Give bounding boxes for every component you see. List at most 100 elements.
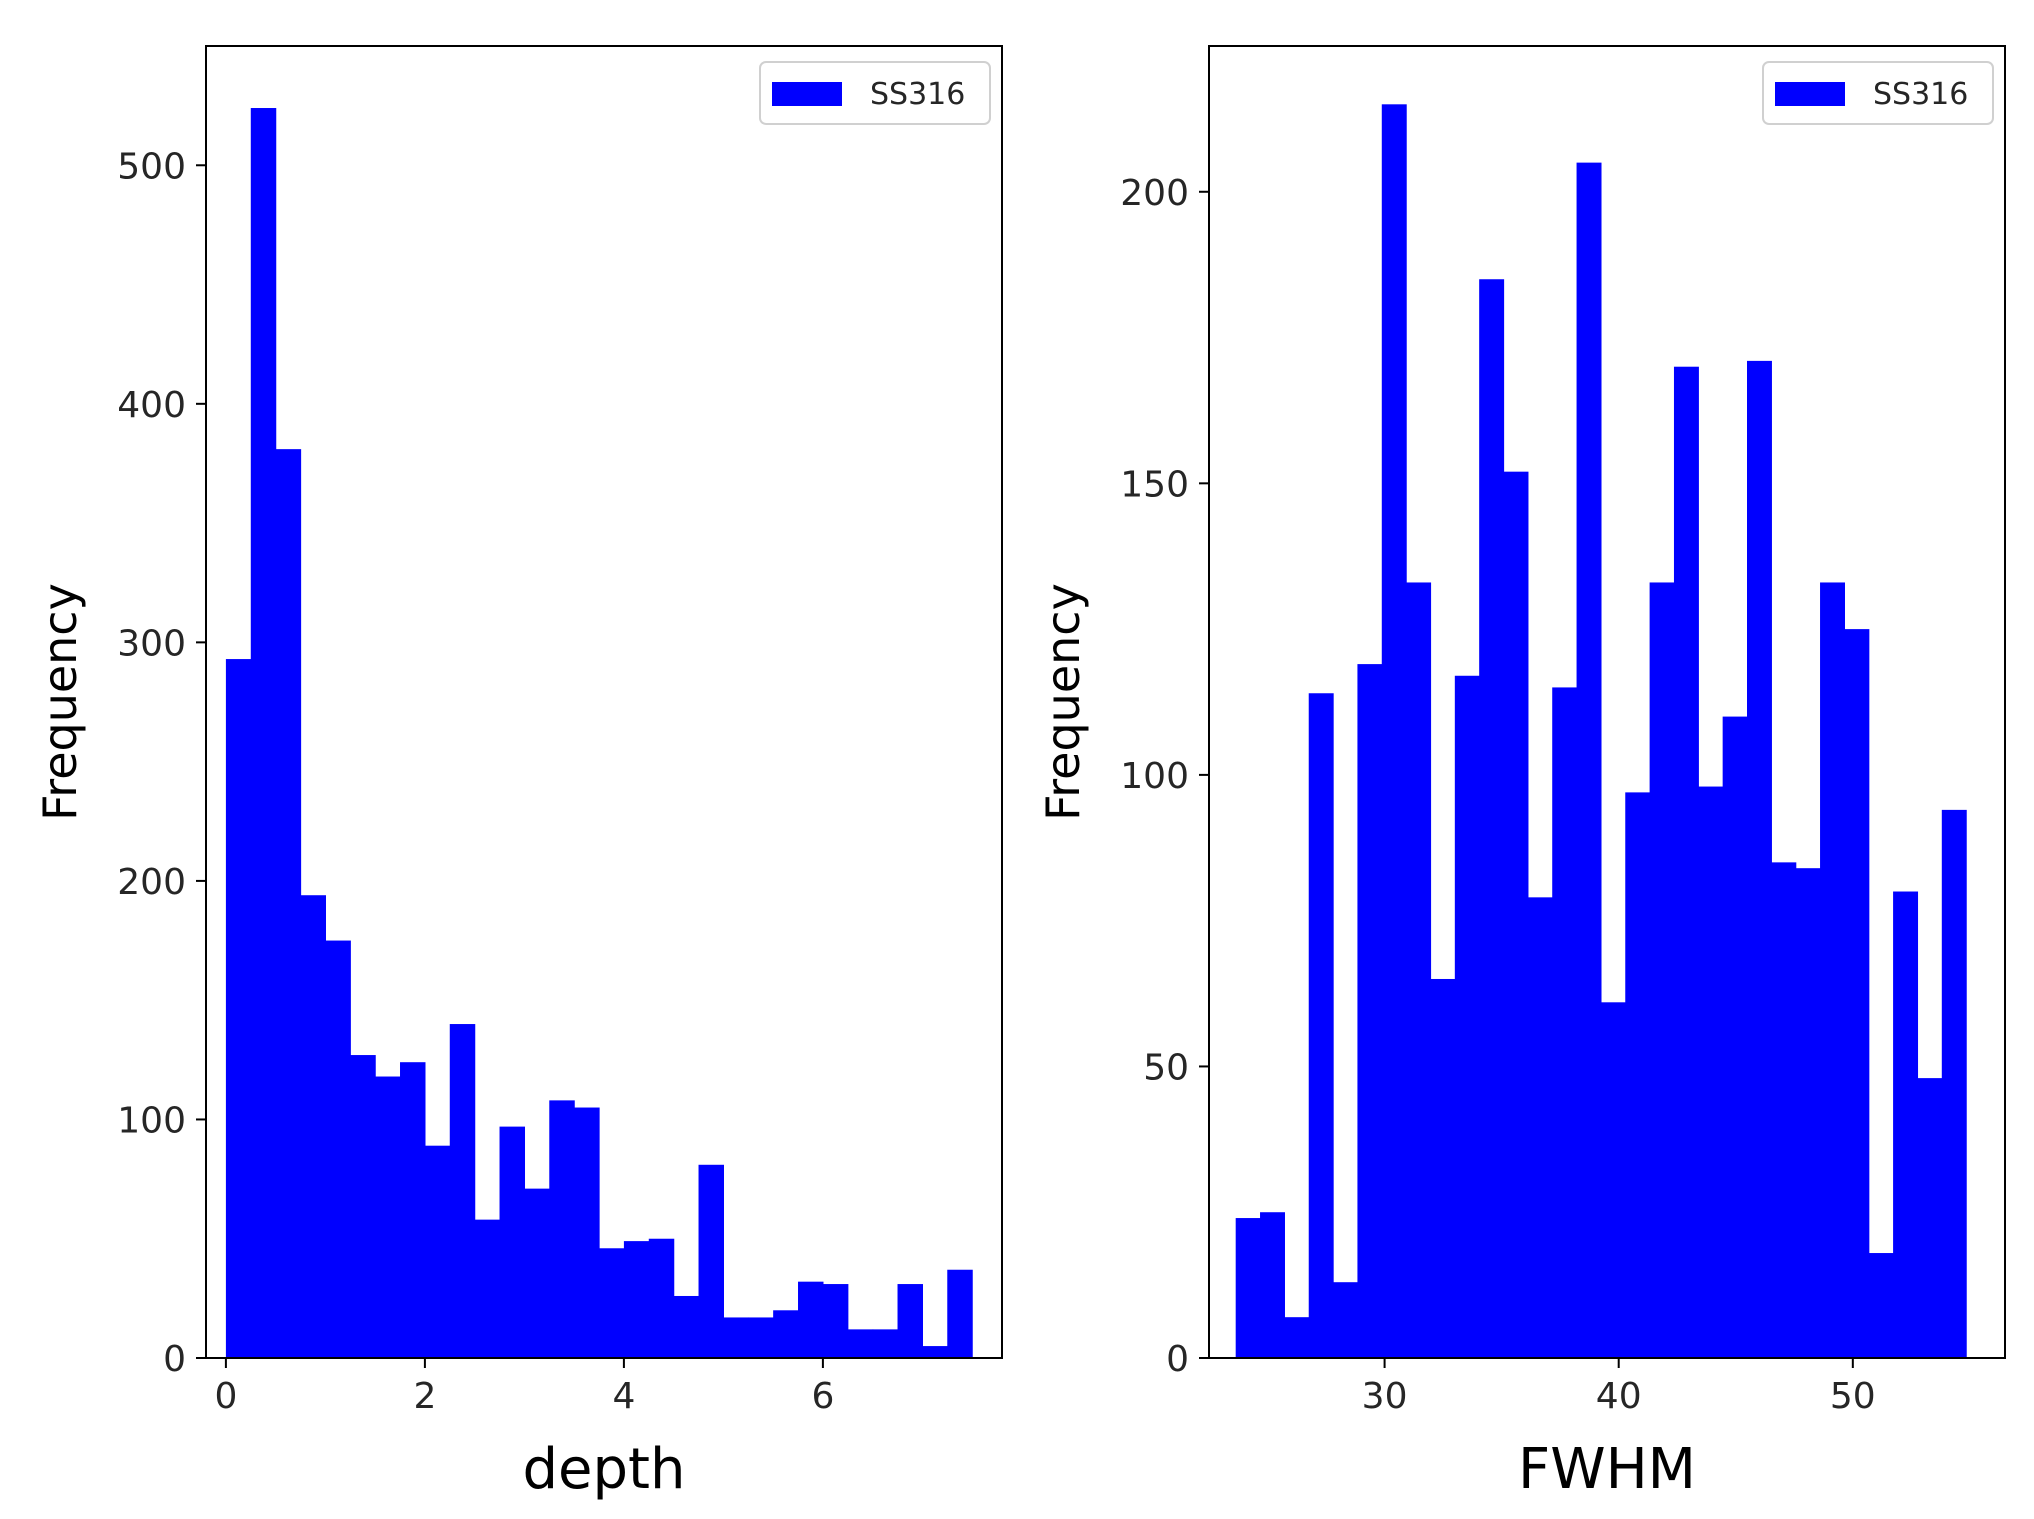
fwhm-bar-15: [1600, 1002, 1626, 1358]
fwhm-axes-frame: [1208, 45, 2006, 1359]
fwhm-y-tick-label-0: 0: [1166, 1339, 1189, 1380]
fwhm-x-tick-label-1: 40: [1596, 1376, 1642, 1417]
depth-bar-8: [424, 1145, 451, 1358]
depth-bar-29: [947, 1269, 973, 1358]
fwhm-y-axis-label: Frequency: [1036, 583, 1090, 821]
depth-legend-swatch: [772, 82, 842, 106]
depth-bar-16: [623, 1241, 650, 1358]
fwhm-y-tick-label-4: 200: [1120, 173, 1189, 214]
depth-legend-label: SS316: [870, 77, 965, 112]
depth-bar-17: [648, 1238, 675, 1358]
fwhm-bar-13: [1552, 687, 1578, 1358]
fwhm-bar-8: [1430, 978, 1456, 1358]
depth-bar-11: [499, 1126, 526, 1358]
depth-axes-frame: [205, 45, 1003, 1359]
fwhm-bars: [1235, 104, 1967, 1359]
fwhm-x-axis-label: FWHM: [1518, 1437, 1696, 1502]
fwhm-histogram: 30 40 50 0 50 100 150 200 FWHM Frequency SS316: [1036, 45, 2006, 1502]
fwhm-bar-4: [1333, 1282, 1359, 1358]
fwhm-bar-16: [1625, 792, 1651, 1358]
fwhm-bar-7: [1406, 582, 1432, 1358]
depth-histogram: 0 2 4 6 0 100 200 300 400 500 depth Frequency SS…: [33, 45, 1003, 1502]
depth-bar-10: [474, 1219, 501, 1358]
fwhm-bar-9: [1454, 675, 1480, 1358]
fwhm-bar-20: [1722, 716, 1748, 1358]
depth-bar-9: [449, 1024, 476, 1358]
depth-bar-4: [325, 940, 351, 1358]
depth-bar-22: [773, 1310, 799, 1358]
fwhm-bar-22: [1771, 862, 1797, 1358]
depth-bar-27: [897, 1284, 923, 1358]
depth-x-ticks: 0 2 4 6: [214, 1358, 834, 1417]
depth-bar-13: [549, 1100, 575, 1358]
depth-bar-26: [872, 1329, 899, 1358]
depth-bar-5: [350, 1055, 376, 1358]
depth-bar-23: [798, 1281, 824, 1358]
depth-bar-19: [698, 1164, 724, 1358]
fwhm-legend: SS316: [1762, 61, 1994, 125]
depth-bar-3: [300, 895, 326, 1358]
fwhm-bar-1: [1260, 1212, 1285, 1358]
depth-bar-2: [275, 449, 302, 1358]
depth-legend-box: [759, 61, 991, 125]
depth-y-tick-label-1: 100: [117, 1100, 186, 1141]
depth-bar-15: [599, 1248, 625, 1358]
depth-y-tick-label-0: 0: [163, 1339, 186, 1380]
fwhm-bar-26: [1868, 1253, 1894, 1358]
fwhm-legend-box: [1762, 61, 1994, 125]
fwhm-bar-29: [1941, 809, 1967, 1358]
depth-bar-7: [400, 1062, 426, 1358]
fwhm-bar-3: [1308, 693, 1334, 1358]
fwhm-bar-6: [1381, 104, 1407, 1358]
fwhm-bar-14: [1576, 162, 1602, 1358]
fwhm-y-ticks: 0 50 100 150 200: [1120, 173, 1209, 1380]
depth-bar-24: [822, 1284, 849, 1358]
fwhm-bar-17: [1649, 582, 1675, 1358]
depth-x-tick-label-1: 2: [413, 1376, 436, 1417]
depth-legend: SS316: [759, 61, 991, 125]
fwhm-legend-label: SS316: [1873, 77, 1968, 112]
depth-bar-6: [375, 1076, 401, 1358]
depth-bar-0: [225, 659, 252, 1358]
fwhm-y-tick-label-3: 150: [1120, 464, 1189, 505]
depth-y-tick-label-5: 500: [117, 146, 186, 187]
fwhm-bar-18: [1673, 366, 1699, 1359]
depth-bar-12: [524, 1188, 550, 1358]
depth-bar-21: [748, 1317, 774, 1358]
depth-x-axis-label: depth: [523, 1437, 686, 1502]
fwhm-bar-5: [1357, 664, 1383, 1358]
fwhm-bar-21: [1747, 360, 1772, 1358]
fwhm-x-ticks: 30 40 50: [1362, 1358, 1876, 1417]
depth-y-tick-label-2: 200: [117, 862, 186, 903]
fwhm-bar-23: [1795, 868, 1821, 1358]
fwhm-bar-12: [1527, 897, 1553, 1358]
depth-bar-18: [673, 1295, 700, 1358]
fwhm-bar-10: [1479, 279, 1505, 1358]
fwhm-bar-25: [1844, 629, 1870, 1358]
fwhm-bar-0: [1235, 1218, 1261, 1358]
fwhm-bar-11: [1503, 471, 1529, 1358]
depth-x-tick-label-2: 4: [612, 1376, 635, 1417]
depth-x-tick-label-0: 0: [214, 1376, 237, 1417]
fwhm-bar-27: [1893, 891, 1919, 1358]
depth-y-tick-label-4: 400: [117, 385, 186, 426]
depth-bar-20: [723, 1317, 749, 1358]
fwhm-y-tick-label-2: 100: [1120, 756, 1189, 797]
depth-bar-28: [922, 1346, 948, 1358]
depth-y-ticks: 0 100 200 300 400 500: [117, 146, 206, 1380]
fwhm-bar-28: [1917, 1078, 1943, 1358]
fwhm-x-tick-label-0: 30: [1362, 1376, 1408, 1417]
depth-x-tick-label-3: 6: [811, 1376, 834, 1417]
depth-bars: [225, 108, 973, 1358]
depth-y-tick-label-3: 300: [117, 623, 186, 664]
depth-bar-25: [847, 1329, 874, 1358]
fwhm-bar-2: [1284, 1317, 1310, 1358]
fwhm-bar-24: [1820, 582, 1845, 1358]
fwhm-bar-19: [1698, 786, 1724, 1358]
fwhm-y-tick-label-1: 50: [1143, 1047, 1189, 1088]
depth-y-axis-label: Frequency: [33, 583, 87, 821]
fwhm-x-tick-label-2: 50: [1830, 1376, 1876, 1417]
depth-bar-14: [574, 1107, 600, 1358]
fwhm-legend-swatch: [1775, 82, 1845, 106]
